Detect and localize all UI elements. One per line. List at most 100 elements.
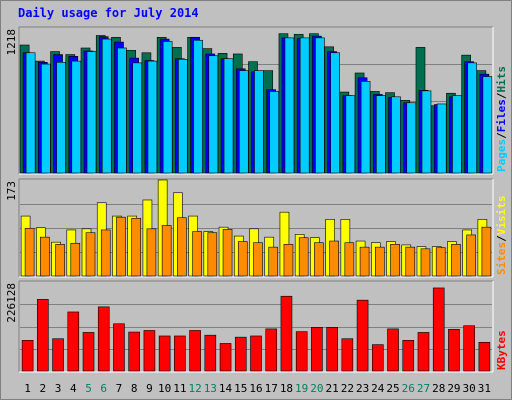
x-tick-label: 1: [24, 382, 31, 395]
bar-kbytes: [432, 287, 445, 372]
bar-pages: [208, 55, 219, 174]
bar-kbytes: [204, 334, 217, 372]
bar-kbytes: [21, 339, 34, 372]
bar-sites: [435, 247, 446, 277]
bar-sites: [405, 246, 416, 277]
x-tick-label: 23: [356, 382, 369, 395]
bar-pages: [284, 37, 295, 174]
bar-sites: [375, 246, 385, 277]
bar-pages: [269, 91, 280, 174]
x-tick-label: 18: [280, 382, 293, 395]
x-tick-label: 5: [85, 382, 92, 395]
legend-pages: Pages: [495, 139, 508, 172]
x-tick-label: 4: [70, 382, 77, 395]
x-tick-label: 21: [326, 382, 339, 395]
bar-sites: [466, 234, 476, 277]
legend-middle: Sites/Visits: [495, 196, 508, 276]
bar-kbytes: [356, 299, 369, 372]
bar-pages: [467, 62, 477, 174]
bar-sites: [24, 227, 35, 277]
bar-sites: [70, 242, 81, 277]
bar-sites: [420, 248, 431, 277]
bar-kbytes: [67, 311, 80, 372]
bar-pages: [41, 63, 51, 174]
legend-bottom: KBytes: [495, 330, 508, 370]
bar-pages: [162, 41, 173, 174]
x-tick-label: 12: [188, 382, 201, 395]
x-tick-label: 10: [158, 382, 171, 395]
bar-sites: [192, 231, 202, 277]
x-tick-label: 2: [40, 382, 47, 395]
bar-sites: [161, 225, 172, 277]
bar-sites: [359, 246, 370, 277]
bar-pages: [178, 59, 188, 174]
bar-pages: [193, 39, 203, 174]
bar-sites: [283, 244, 294, 277]
bar-kbytes: [158, 335, 171, 372]
bar-pages: [223, 58, 234, 174]
x-tick-label: 24: [371, 382, 385, 395]
x-tick-label: 17: [265, 382, 278, 395]
bar-kbytes: [52, 338, 64, 372]
bar-sites: [85, 232, 96, 277]
x-tick-label: 9: [146, 382, 153, 395]
bar-pages: [421, 90, 432, 174]
bar-pages: [132, 62, 142, 174]
legend-kbytes: KBytes: [495, 330, 508, 370]
bar-pages: [254, 70, 264, 174]
x-tick-label: 26: [402, 382, 415, 395]
bar-kbytes: [311, 327, 323, 372]
x-tick-label: 7: [116, 382, 123, 395]
bar-sites: [298, 237, 309, 277]
bar-kbytes: [402, 339, 415, 372]
bar-sites: [131, 217, 141, 277]
bar-pages: [56, 61, 66, 174]
bar-kbytes: [372, 344, 384, 372]
bar-sites: [237, 241, 248, 277]
bar-kbytes: [37, 299, 49, 372]
x-tick-label: 16: [249, 382, 262, 395]
bar-kbytes: [448, 328, 460, 372]
x-tick-label: 14: [219, 382, 233, 395]
x-tick-label: 31: [478, 382, 491, 395]
bar-kbytes: [219, 343, 232, 372]
x-tick-label: 3: [55, 382, 62, 395]
legend-visits: Visits: [495, 196, 508, 236]
bar-pages: [482, 76, 493, 174]
bar-pages: [345, 95, 356, 174]
bar-sites: [40, 236, 50, 277]
bar-kbytes: [280, 295, 293, 372]
bar-pages: [71, 60, 82, 174]
bar-pages: [452, 95, 462, 174]
legend-top: Pages/Files/Hits: [495, 66, 508, 172]
x-tick-label: 25: [386, 382, 399, 395]
bar-pages: [299, 37, 310, 174]
y-max-label: 226128: [5, 283, 18, 323]
chart-title: Daily usage for July 2014: [18, 6, 199, 20]
bar-pages: [406, 102, 417, 174]
bar-kbytes: [128, 331, 140, 372]
bar-sites: [100, 229, 111, 277]
bar-kbytes: [143, 330, 156, 372]
bar-pages: [391, 96, 401, 174]
bar-sites: [253, 242, 263, 277]
x-tick-label: 27: [417, 382, 430, 395]
x-tick-label: 6: [100, 382, 107, 395]
bar-sites: [116, 216, 126, 277]
x-tick-label: 13: [204, 382, 217, 395]
legend-separator: /: [495, 132, 508, 139]
bar-kbytes: [189, 330, 201, 372]
x-tick-label: 19: [295, 382, 308, 395]
bar-kbytes: [341, 338, 354, 372]
x-tick-label: 29: [447, 382, 460, 395]
bar-pages: [238, 70, 249, 174]
bar-pages: [101, 38, 112, 174]
bar-pages: [376, 95, 386, 174]
legend-separator: /: [495, 235, 508, 242]
bar-pages: [315, 37, 325, 174]
bar-pages: [25, 52, 36, 174]
bar-kbytes: [265, 328, 278, 372]
bar-pages: [330, 52, 340, 174]
bar-kbytes: [387, 328, 399, 372]
